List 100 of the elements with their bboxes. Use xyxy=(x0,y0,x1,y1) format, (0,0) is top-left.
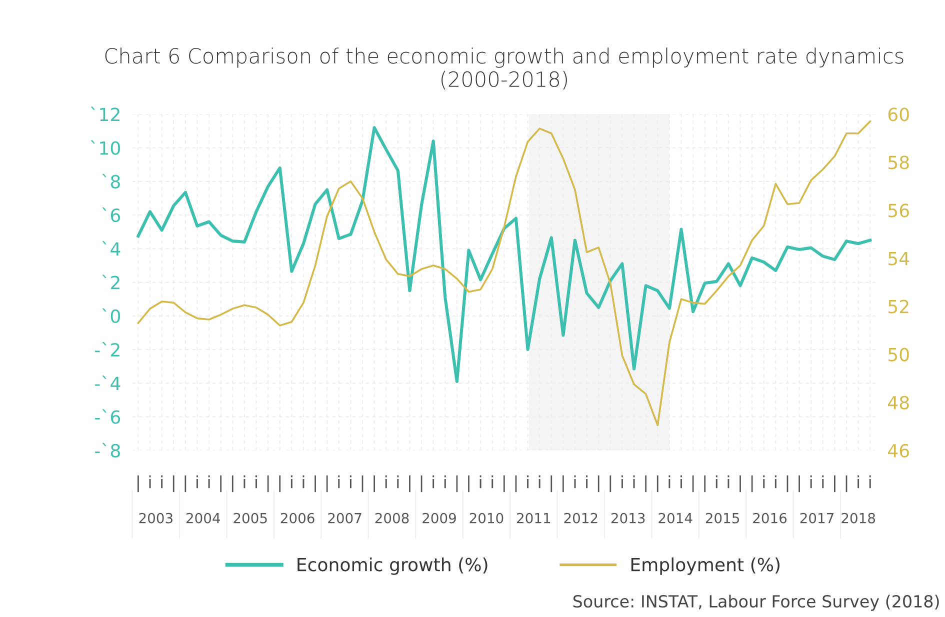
x-tick-label: | xyxy=(515,475,517,492)
x-tick-label: i xyxy=(621,475,623,488)
x-tick-label: | xyxy=(468,475,470,492)
x-tick-label: i xyxy=(161,475,163,488)
y-tick-label: -`2 xyxy=(95,342,120,356)
x-tick-label: | xyxy=(138,475,139,492)
x-tick-label: i xyxy=(858,475,860,488)
y2-tick-label: 52 xyxy=(888,300,908,314)
text: 2005 xyxy=(234,512,267,524)
x-tick-label: i xyxy=(290,475,292,488)
y-tick-label: -`8 xyxy=(95,442,120,458)
x-tick-label: i xyxy=(256,475,258,488)
x-tick-label: | xyxy=(420,475,422,492)
x-tick-label: i xyxy=(444,475,446,488)
x-tick-label: | xyxy=(456,475,458,492)
x-tick-label: | xyxy=(374,475,375,492)
x-tick-label: i xyxy=(763,475,765,488)
x-tick-label: i xyxy=(668,475,670,488)
x-tick-label: | xyxy=(692,475,694,492)
text: 2008 xyxy=(375,512,409,524)
x-tick-label: | xyxy=(232,475,234,492)
x-tick-label: | xyxy=(786,475,788,492)
x-tick-label: | xyxy=(409,475,410,492)
x-tick-label: i xyxy=(208,475,210,488)
x-tick-label: | xyxy=(834,475,836,492)
x-tick-label: | xyxy=(172,475,174,492)
legend-label: Economic growth (%) xyxy=(298,557,488,575)
x-tick-label: i xyxy=(492,475,494,488)
x-tick-label: i xyxy=(350,475,352,488)
text: 2015 xyxy=(706,512,740,524)
text: 2007 xyxy=(328,512,362,524)
x-tick-label: i xyxy=(822,475,824,488)
y-tick-label: `8 xyxy=(102,174,120,189)
y2-tick-label: 60 xyxy=(888,108,909,122)
x-tick-label: i xyxy=(716,475,718,488)
x-tick-label: i xyxy=(680,475,682,488)
x-tick-label: | xyxy=(598,475,600,492)
x-tick-label: | xyxy=(279,475,281,492)
y2-tick-label: 48 xyxy=(888,396,909,410)
x-tick-label: | xyxy=(846,475,848,492)
x-tick-label: | xyxy=(751,475,753,492)
x-tick-label: i xyxy=(574,475,576,488)
y2-tick-label: 50 xyxy=(888,348,909,362)
x-tick-label: | xyxy=(326,475,328,492)
y-tick-label: `6 xyxy=(102,207,120,222)
x-tick-label: i xyxy=(633,475,635,488)
x-tick-label: | xyxy=(550,475,552,492)
x-tick-label: | xyxy=(267,475,269,492)
y-tick-label: -`6 xyxy=(95,409,120,424)
x-tick-label: i xyxy=(432,475,434,488)
y2-tick-label: 46 xyxy=(888,444,909,458)
text: 2004 xyxy=(186,512,220,524)
y-tick-label: `0 xyxy=(102,308,120,324)
source-note: Source: INSTAT, Labour Force Survey (2018) xyxy=(573,594,939,611)
text: 2003 xyxy=(139,512,172,524)
x-tick-label: i xyxy=(196,475,198,488)
x-tick-label: | xyxy=(184,475,186,492)
x-tick-label: i xyxy=(480,475,482,488)
x-tick-label: i xyxy=(302,475,304,488)
text: 2013 xyxy=(611,512,645,524)
text: 2012 xyxy=(564,512,598,524)
x-tick-label: i xyxy=(527,475,529,488)
x-tick-label: i xyxy=(385,475,387,488)
x-tick-label: | xyxy=(362,475,364,492)
text: 2009 xyxy=(422,512,456,524)
x-tick-label: i xyxy=(774,475,776,488)
y-tick-label: `10 xyxy=(90,140,120,155)
line-series xyxy=(137,120,872,426)
text: 2014 xyxy=(658,512,692,524)
text: 2006 xyxy=(280,512,314,524)
x-tick-label: i xyxy=(586,475,588,488)
legend-label: Employment (%) xyxy=(631,557,780,575)
text: 2017 xyxy=(800,512,834,524)
y2-tick-label: 58 xyxy=(888,156,909,170)
y2-tick-label: 54 xyxy=(888,252,910,266)
x-tick-label: i xyxy=(728,475,730,488)
x-tick-label: i xyxy=(397,475,399,488)
x-tick-label: | xyxy=(220,475,222,492)
x-tick-label: | xyxy=(503,475,505,492)
x-tick-label: i xyxy=(538,475,540,488)
x-tick-label: i xyxy=(149,475,151,488)
x-tick-label: | xyxy=(645,475,647,492)
x-tick-label: | xyxy=(562,475,564,492)
x-tick-label: | xyxy=(798,475,800,492)
x-tick-label: i xyxy=(244,475,246,488)
x-tick-label: | xyxy=(610,475,612,492)
x-tick-label: i xyxy=(810,475,812,488)
text: 2016 xyxy=(753,512,787,524)
text: 2011 xyxy=(517,512,550,524)
chart-title: Chart 6 Comparison of the economic growth and employment rate dynamics (2000-2018) xyxy=(105,48,904,90)
y-tick-label: -`4 xyxy=(95,376,120,390)
y2-tick-label: 56 xyxy=(888,204,909,218)
x-tick-label: i xyxy=(338,475,340,488)
y-tick-label: `4 xyxy=(102,241,120,256)
x-tick-label: | xyxy=(740,475,741,492)
line-series xyxy=(136,126,872,384)
x-tick-label: | xyxy=(656,475,658,492)
y-tick-label: `12 xyxy=(90,106,120,122)
x-tick-label: | xyxy=(314,475,316,492)
y-tick-label: `2 xyxy=(102,274,120,290)
